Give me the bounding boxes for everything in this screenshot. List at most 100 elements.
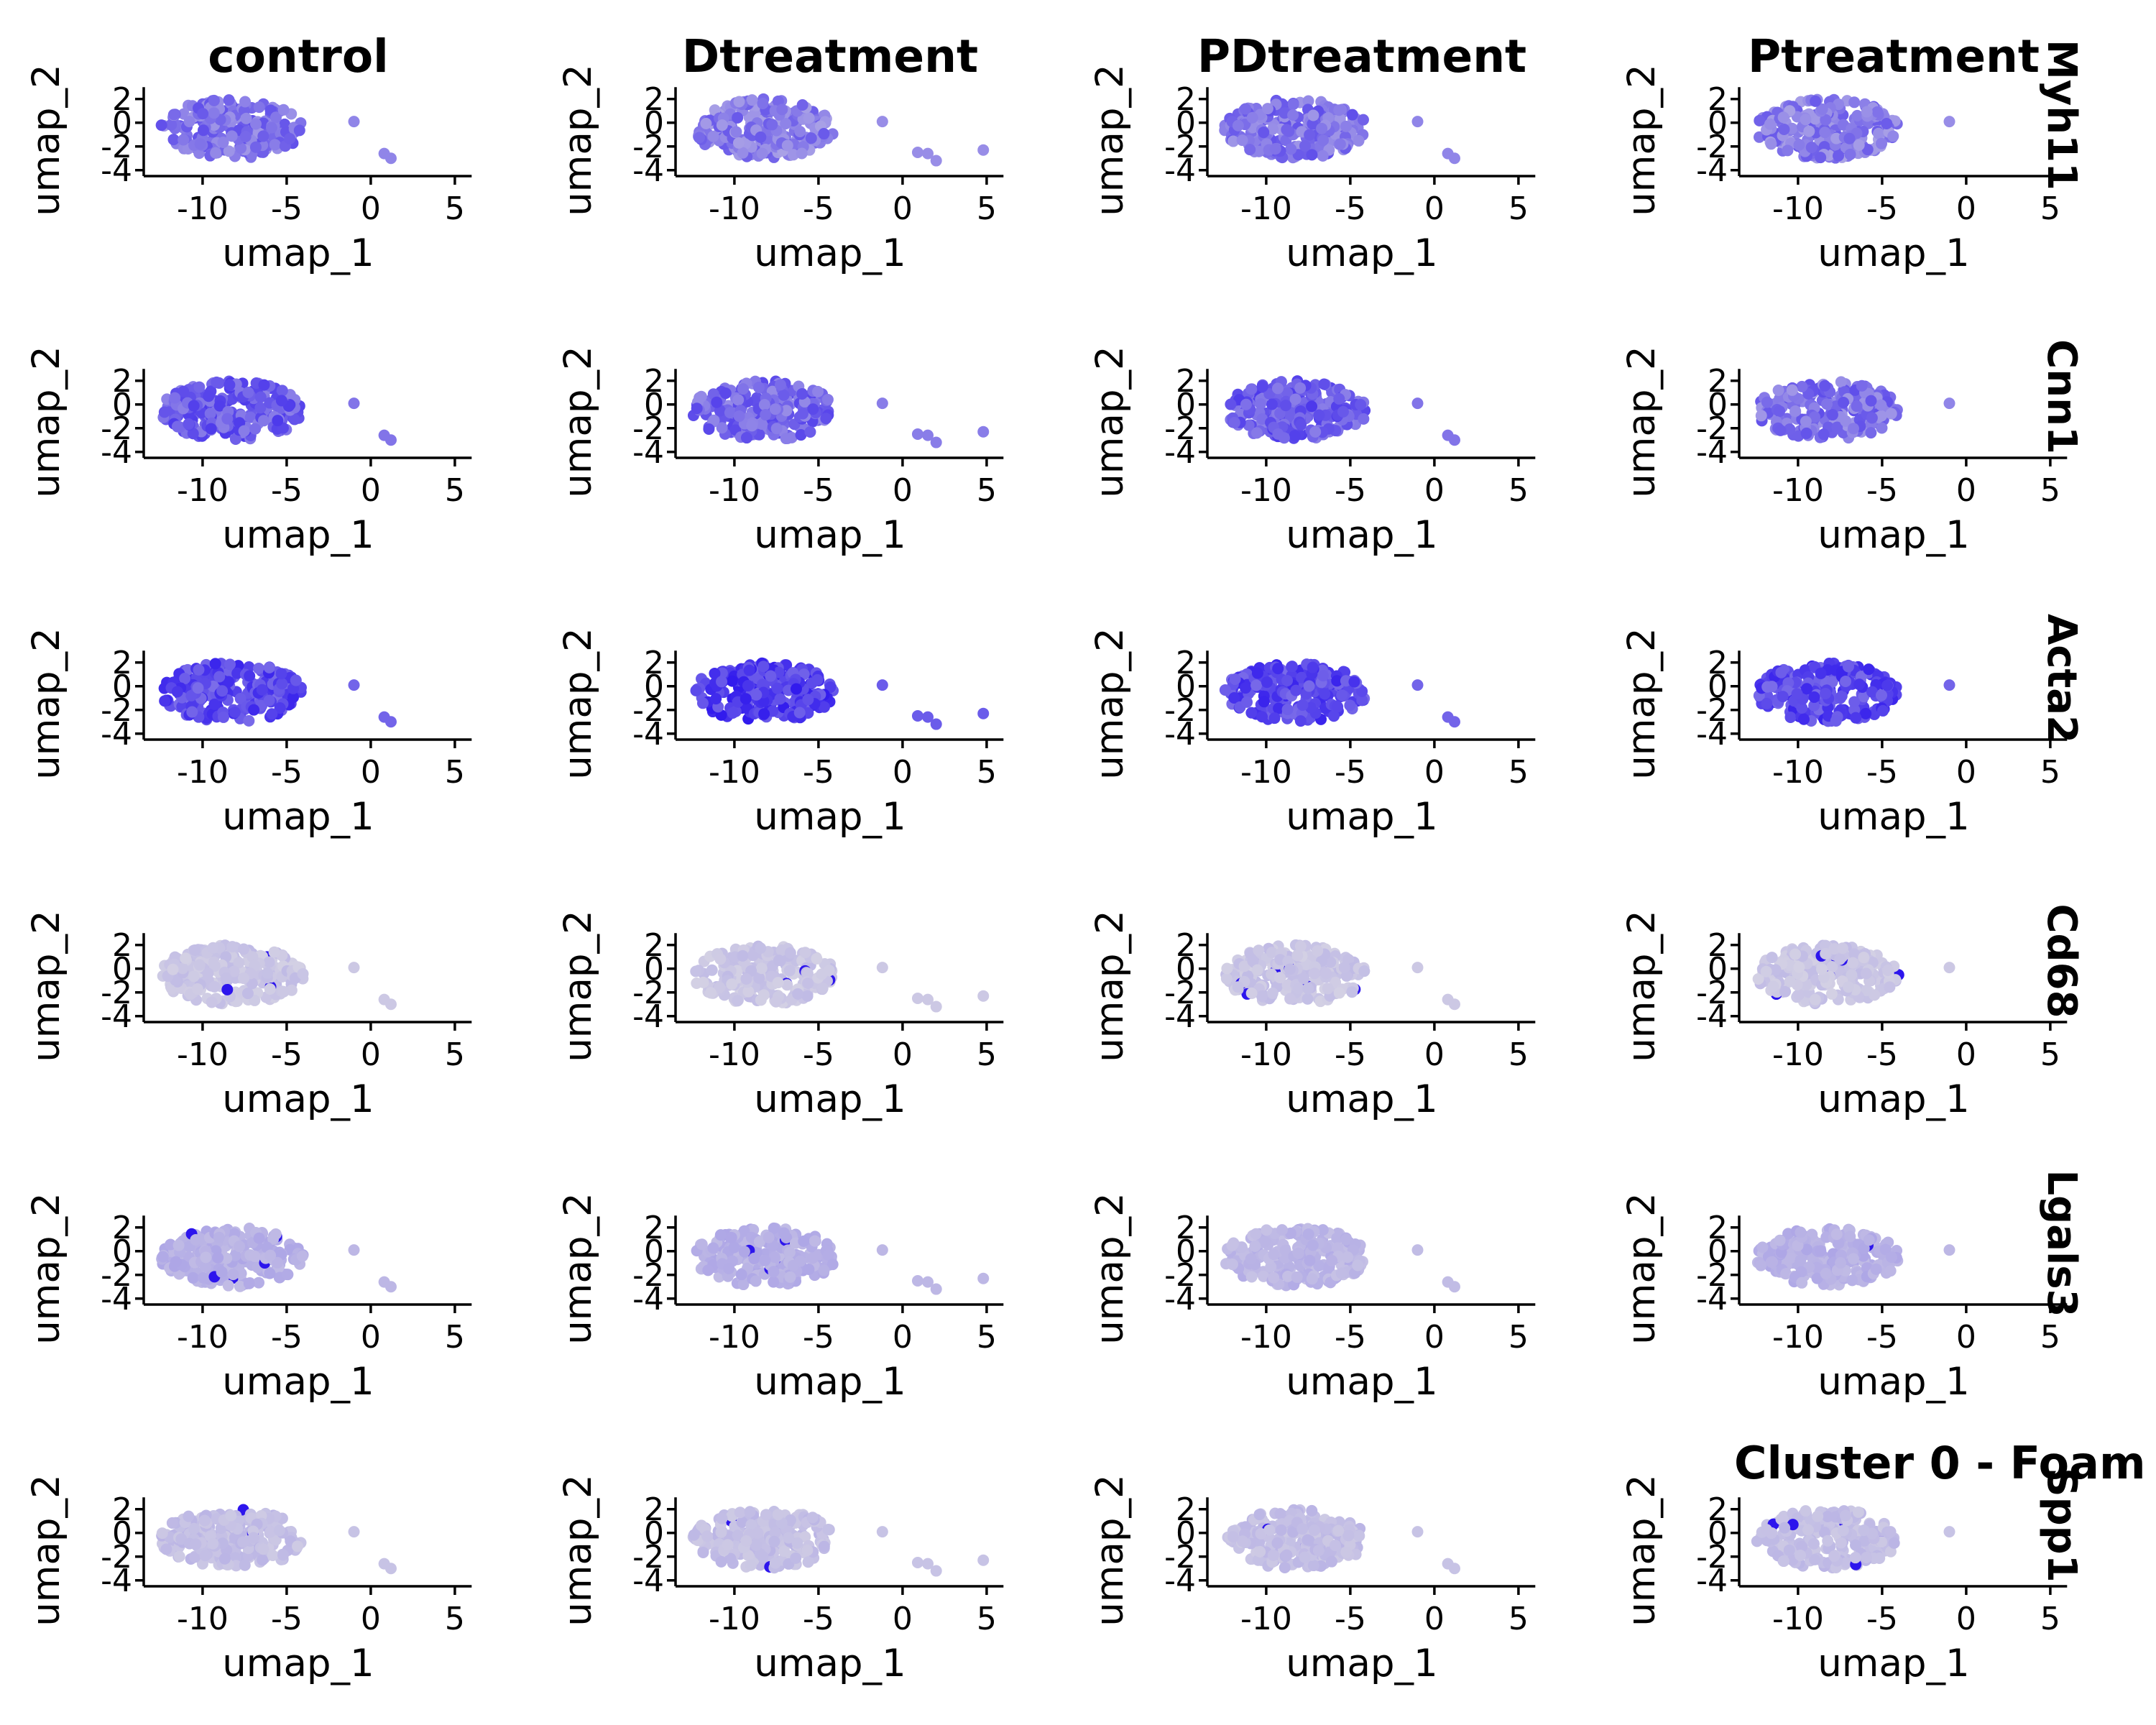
cell-point bbox=[188, 970, 200, 983]
cell-point bbox=[1887, 130, 1899, 142]
cell-point bbox=[235, 142, 247, 155]
cell-point bbox=[1836, 942, 1848, 954]
cell-point bbox=[276, 678, 288, 690]
y-tick-label: -4 bbox=[632, 152, 664, 189]
cell-point bbox=[203, 390, 215, 402]
cell-point bbox=[1793, 961, 1805, 973]
cell-point bbox=[241, 988, 254, 1000]
cell-point bbox=[1835, 376, 1847, 388]
cell-point bbox=[297, 967, 309, 980]
cell-point bbox=[812, 385, 824, 397]
cell-point bbox=[288, 413, 300, 426]
cell-point bbox=[1754, 114, 1766, 126]
cell-point bbox=[1302, 1228, 1314, 1241]
cell-point bbox=[759, 1254, 771, 1266]
y-tick-label: -4 bbox=[632, 434, 664, 471]
cell-point bbox=[1786, 384, 1798, 396]
y-axis-title: umap_2 bbox=[1620, 627, 1664, 780]
cell-point bbox=[1266, 987, 1279, 999]
cell-point bbox=[1245, 1271, 1258, 1283]
cell-point bbox=[697, 976, 709, 988]
cell-point bbox=[207, 942, 219, 954]
y-tick-label: -4 bbox=[1696, 152, 1728, 189]
cell-point bbox=[1820, 114, 1832, 126]
cell-point bbox=[221, 413, 234, 425]
cell-point bbox=[1313, 409, 1325, 421]
cell-point bbox=[208, 94, 220, 106]
x-tick-label: 0 bbox=[1424, 1319, 1445, 1356]
cell-point bbox=[276, 385, 288, 397]
cell-point bbox=[1753, 131, 1765, 143]
cell-point bbox=[750, 689, 763, 701]
cell-point bbox=[758, 708, 770, 720]
x-tick-label: 5 bbox=[445, 190, 465, 227]
cell-point bbox=[755, 131, 767, 143]
x-tick-label: 0 bbox=[361, 1036, 381, 1073]
cell-point bbox=[818, 1264, 830, 1276]
x-tick-label: 5 bbox=[445, 754, 465, 791]
cell-point bbox=[284, 132, 296, 144]
cell-point bbox=[165, 119, 178, 131]
cell-point-outlier bbox=[1943, 679, 1955, 691]
cell-points bbox=[157, 939, 397, 1011]
cell-point-outlier bbox=[876, 116, 888, 128]
cell-point bbox=[760, 409, 772, 421]
x-tick-label: -5 bbox=[1335, 1036, 1366, 1073]
y-tick-label: -4 bbox=[1164, 716, 1196, 753]
cell-point bbox=[752, 382, 765, 394]
cell-point bbox=[758, 399, 770, 411]
y-axis-title: umap_2 bbox=[1088, 627, 1132, 780]
cell-points bbox=[155, 94, 397, 165]
cell-point bbox=[264, 983, 276, 995]
x-tick-label: 0 bbox=[1424, 190, 1445, 227]
cell-point bbox=[732, 111, 744, 124]
cell-point bbox=[714, 1229, 727, 1241]
cell-point bbox=[769, 403, 781, 415]
y-tick-label: -2 bbox=[632, 410, 664, 447]
cell-point bbox=[211, 376, 223, 388]
x-tick-label: -10 bbox=[709, 1319, 760, 1356]
cell-point bbox=[263, 661, 275, 673]
cell-point-outlier bbox=[876, 1244, 888, 1256]
cell-point bbox=[1819, 380, 1831, 392]
cell-point bbox=[204, 408, 216, 420]
cell-point bbox=[239, 131, 252, 143]
y-axis-title: umap_2 bbox=[1088, 64, 1132, 216]
cell-point bbox=[193, 959, 206, 971]
cell-point-outlier bbox=[384, 434, 397, 446]
cell-point bbox=[795, 429, 807, 441]
cell-point bbox=[1232, 119, 1244, 132]
cell-point bbox=[1815, 667, 1827, 679]
cell-point bbox=[1267, 123, 1279, 135]
y-axis-title: umap_2 bbox=[1088, 346, 1132, 498]
cell-point bbox=[1253, 145, 1265, 157]
cell-point bbox=[1316, 122, 1328, 134]
cell-point bbox=[1870, 1263, 1882, 1275]
cell-point bbox=[1320, 967, 1332, 980]
cell-point-outlier bbox=[977, 144, 990, 156]
cell-point bbox=[1334, 138, 1346, 150]
cell-point bbox=[1796, 1276, 1808, 1289]
cell-point bbox=[249, 1250, 261, 1262]
cell-points bbox=[1219, 658, 1460, 728]
cell-point bbox=[1272, 663, 1284, 675]
x-tick-label: -5 bbox=[1866, 472, 1898, 509]
cell-point-outlier bbox=[977, 990, 990, 1002]
cell-point bbox=[1765, 1256, 1777, 1268]
cell-point bbox=[770, 423, 783, 435]
y-axis-title: umap_2 bbox=[1088, 910, 1132, 1062]
cell-point-outlier bbox=[348, 116, 360, 128]
cell-point bbox=[234, 1241, 246, 1253]
cell-point bbox=[818, 128, 830, 140]
cell-point-outlier bbox=[911, 710, 923, 722]
cell-point bbox=[226, 941, 239, 953]
cell-point bbox=[757, 97, 769, 109]
cell-point bbox=[243, 1277, 255, 1289]
cell-point bbox=[1317, 670, 1330, 682]
cell-point bbox=[808, 1235, 821, 1247]
cell-point bbox=[816, 968, 828, 980]
x-tick-label: 0 bbox=[1956, 754, 1976, 791]
cell-point bbox=[1840, 676, 1852, 688]
x-tick-label: -5 bbox=[271, 190, 303, 227]
